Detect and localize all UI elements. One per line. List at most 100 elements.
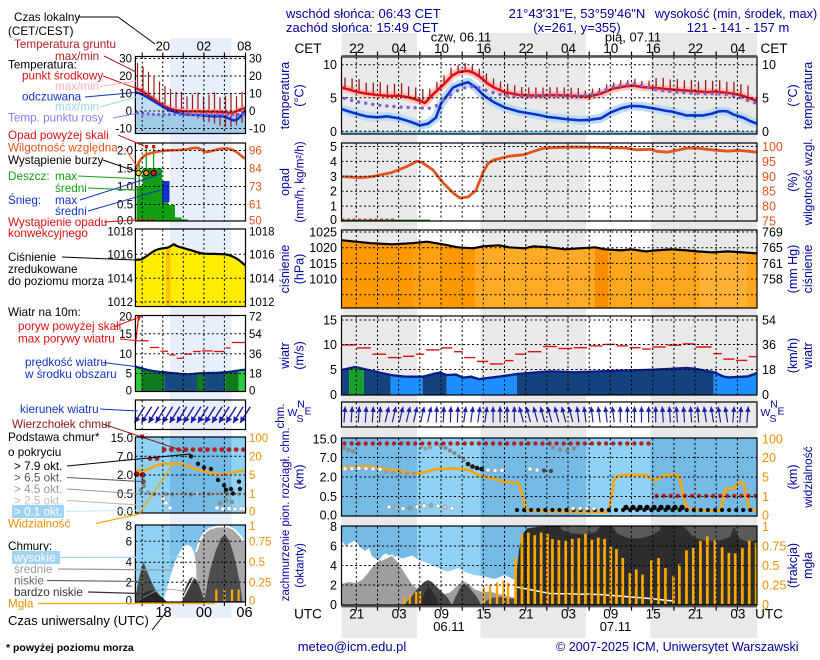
svg-text:(km/h): (km/h) (786, 338, 800, 373)
svg-text:Ciśnienie: Ciśnienie (8, 251, 56, 264)
svg-text:czw, 06.11: czw, 06.11 (431, 30, 491, 45)
svg-text:0: 0 (762, 125, 769, 139)
svg-text:0: 0 (762, 598, 769, 612)
svg-text:5: 5 (126, 369, 132, 381)
svg-text:20: 20 (119, 71, 132, 83)
svg-text:0.75: 0.75 (762, 540, 786, 554)
svg-text:1015: 1015 (309, 257, 337, 271)
svg-text:1: 1 (330, 200, 337, 214)
svg-text:09: 09 (603, 607, 618, 622)
svg-text:1012: 1012 (249, 297, 275, 309)
svg-text:widzialność: widzialność (801, 446, 815, 508)
svg-text:> 0.1 okt.: > 0.1 okt. (14, 506, 62, 519)
svg-text:> 4.5 okt.: > 4.5 okt. (14, 483, 62, 496)
svg-text:03: 03 (392, 607, 407, 622)
svg-text:(km): (km) (786, 465, 800, 490)
svg-text:do poziomu morza: do poziomu morza (8, 275, 105, 288)
svg-text:16: 16 (646, 41, 661, 56)
svg-text:5: 5 (762, 471, 769, 485)
svg-text:15: 15 (323, 314, 337, 328)
svg-text:max: max (55, 194, 77, 207)
svg-text:0: 0 (249, 507, 255, 519)
svg-text:10: 10 (119, 89, 132, 101)
svg-text:meteo@icm.edu.pl: meteo@icm.edu.pl (298, 639, 407, 654)
svg-text:1: 1 (249, 489, 255, 501)
svg-text:54: 54 (249, 329, 262, 341)
svg-text:00: 00 (196, 605, 212, 621)
svg-text:Mgła: Mgła (8, 598, 34, 611)
svg-text:0.0: 0.0 (117, 507, 133, 519)
svg-text:1016: 1016 (107, 249, 133, 261)
svg-text:20: 20 (249, 71, 262, 83)
svg-text:09: 09 (434, 607, 449, 622)
svg-text:0: 0 (126, 386, 132, 398)
svg-text:zachód słońca: 15:49 CET: zachód słońca: 15:49 CET (286, 20, 439, 35)
svg-text:(mm Hg): (mm Hg) (786, 245, 800, 294)
svg-text:7.0: 7.0 (320, 451, 337, 465)
svg-text:2: 2 (330, 579, 337, 593)
svg-text:6: 6 (126, 536, 132, 548)
svg-text:W: W (288, 407, 298, 419)
svg-text:(%): (%) (786, 172, 800, 191)
svg-text:pion. rozciągł. chm.: pion. rozciągł. chm. (280, 427, 292, 526)
svg-text:> 6.5 okt.: > 6.5 okt. (14, 472, 62, 485)
svg-text:max/min: max/min (55, 50, 99, 63)
svg-text:21: 21 (349, 607, 364, 622)
svg-text:UTC: UTC (294, 607, 322, 622)
svg-text:(x=261, y=355): (x=261, y=355) (533, 20, 620, 35)
svg-text:2.0: 2.0 (117, 470, 133, 482)
svg-text:22: 22 (349, 41, 364, 56)
svg-text:06: 06 (236, 605, 252, 621)
svg-text:2: 2 (126, 577, 132, 589)
svg-text:prędkość wiatru: prędkość wiatru (25, 356, 107, 369)
svg-text:max/min: max/min (55, 101, 99, 114)
svg-text:0: 0 (126, 596, 132, 608)
svg-text:08: 08 (237, 39, 251, 54)
svg-text:(hPa): (hPa) (293, 254, 307, 285)
svg-text:10: 10 (762, 58, 776, 72)
svg-text:poryw powyżej skali: poryw powyżej skali (18, 320, 121, 333)
svg-text:średnie: średnie (14, 563, 52, 576)
svg-text:6: 6 (330, 540, 337, 554)
svg-text:bardzo niskie: bardzo niskie (14, 586, 83, 599)
svg-text:max porywy wiatru: max porywy wiatru (18, 333, 115, 346)
svg-text:0: 0 (762, 509, 769, 523)
svg-text:E: E (777, 406, 784, 418)
svg-text:15: 15 (476, 607, 491, 622)
svg-text:8: 8 (330, 520, 337, 534)
svg-text:10: 10 (603, 41, 618, 56)
svg-text:(°C): (°C) (786, 84, 800, 106)
svg-text:18: 18 (155, 605, 171, 621)
svg-text:wiatr: wiatr (801, 342, 815, 369)
svg-text:W: W (761, 407, 771, 419)
svg-text:10: 10 (119, 349, 132, 361)
svg-text:4: 4 (330, 559, 337, 573)
svg-text:1014: 1014 (107, 273, 133, 285)
svg-text:Czas lokalny: Czas lokalny (14, 11, 80, 24)
svg-text:04: 04 (730, 41, 746, 56)
svg-text:07.11: 07.11 (600, 619, 632, 634)
svg-text:1: 1 (762, 490, 769, 504)
svg-text:100: 100 (249, 433, 268, 445)
svg-text:E: E (304, 406, 311, 418)
svg-text:0: 0 (330, 125, 337, 139)
svg-text:0.25: 0.25 (762, 579, 786, 593)
svg-text:0.75: 0.75 (249, 536, 271, 548)
svg-text:Wilgotność względna: Wilgotność względna (8, 142, 118, 155)
svg-text:1025: 1025 (309, 226, 337, 240)
svg-text:1016: 1016 (249, 249, 275, 261)
svg-text:0.25: 0.25 (249, 577, 271, 589)
svg-text:1014: 1014 (249, 273, 275, 285)
svg-text:0: 0 (249, 596, 255, 608)
svg-text:0: 0 (330, 213, 337, 227)
svg-text:54: 54 (762, 314, 776, 328)
svg-text:73: 73 (249, 182, 262, 194)
svg-text:Wystąpienie burzy: Wystąpienie burzy (8, 154, 104, 167)
svg-text:Widzialność: Widzialność (8, 518, 71, 531)
svg-text:100: 100 (762, 140, 783, 154)
svg-text:84: 84 (249, 164, 262, 176)
svg-text:90: 90 (762, 170, 776, 184)
svg-text:1: 1 (762, 520, 769, 534)
svg-text:Deszcz:: Deszcz: (8, 170, 50, 183)
svg-text:0.5: 0.5 (249, 557, 265, 569)
